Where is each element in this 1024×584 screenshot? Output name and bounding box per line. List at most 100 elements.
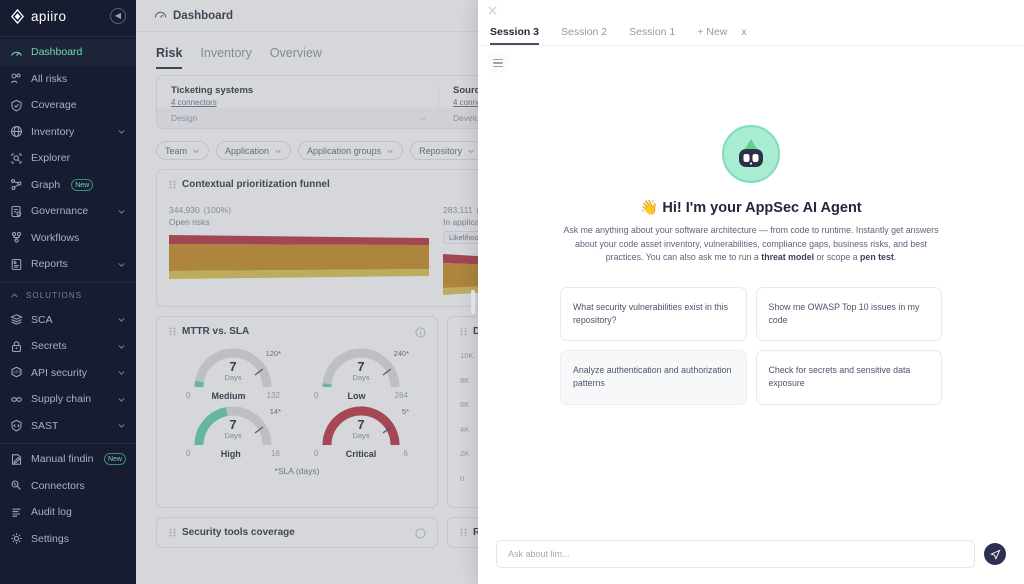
chevron-down-icon[interactable]: [117, 421, 126, 430]
sidebar-item-connectors[interactable]: Connectors: [0, 473, 136, 500]
sidebar-item-manual-findings[interactable]: Manual findings New: [0, 446, 136, 473]
graph-icon: [11, 179, 22, 191]
suggestion-card[interactable]: Check for secrets and sensitive data exp…: [755, 350, 942, 405]
tab-inventory[interactable]: Inventory: [200, 46, 252, 60]
gauge-unit: Days: [224, 431, 242, 440]
chain-icon: [11, 396, 22, 402]
suggestion-card[interactable]: Analyze authentication and authorization…: [560, 350, 747, 405]
message-input[interactable]: Ask about lim...: [496, 540, 975, 568]
robot-avatar-icon: [722, 125, 780, 183]
chevron-up-icon: [11, 293, 18, 298]
arrows-icon: ›››: [420, 113, 426, 123]
sidebar-item-label: Explorer: [31, 152, 71, 165]
connector-link[interactable]: 4 connectors: [453, 98, 499, 107]
sidebar-item-graph[interactable]: Graph New: [0, 172, 136, 199]
drag-grip-icon[interactable]: [169, 327, 176, 336]
funnel-title: Contextual prioritization funnel: [182, 179, 330, 190]
filter-application[interactable]: Application: [216, 141, 292, 160]
chevron-down-icon[interactable]: [117, 395, 126, 404]
chevron-down-icon: [468, 149, 474, 153]
sidebar-section-label: SOLUTIONS: [26, 291, 83, 300]
chevron-down-icon[interactable]: [117, 315, 126, 324]
gauge-severity: Critical: [345, 449, 377, 459]
sidebar-section-solutions[interactable]: SOLUTIONS: [0, 285, 136, 307]
chevron-down-icon[interactable]: [117, 342, 126, 351]
session-tab-session-2[interactable]: Session 2: [561, 26, 608, 38]
sidebar-item-all-risks[interactable]: All risks: [0, 66, 136, 93]
sidebar-item-sca[interactable]: SCA: [0, 307, 136, 334]
drag-grip-icon[interactable]: [169, 528, 176, 537]
svg-text:API: API: [13, 370, 20, 375]
session-tab-session-1[interactable]: Session 1: [629, 26, 676, 38]
sidebar-item-workflows[interactable]: Workflows: [0, 225, 136, 252]
panel-resize-handle[interactable]: [471, 290, 475, 314]
filter-team[interactable]: Team: [156, 141, 210, 160]
gauge-max: 6: [403, 449, 408, 458]
sidebar-item-audit-log[interactable]: Audit log: [0, 499, 136, 526]
apiiro-logo-icon: [11, 8, 24, 24]
gauge-high: 7 Days 14* 0 High 16: [169, 401, 297, 459]
sidebar-item-inventory[interactable]: Inventory: [0, 119, 136, 146]
funnel-shape: [169, 233, 429, 279]
sidebar-item-sast[interactable]: SAST: [0, 413, 136, 440]
gauge-icon: [154, 11, 167, 18]
coverage-title: Security tools coverage: [182, 527, 295, 538]
gauge-value: 7: [357, 417, 365, 432]
sidebar-item-reports[interactable]: Reports: [0, 251, 136, 278]
new-session-button[interactable]: + New: [697, 26, 728, 38]
sidebar-item-label: SCA: [31, 313, 53, 326]
hamburger-icon[interactable]: [488, 53, 508, 73]
chevron-left-icon[interactable]: ◀: [110, 8, 126, 24]
stage-item: Design ›››: [157, 108, 439, 128]
tab-overview[interactable]: Overview: [269, 46, 322, 60]
sidebar-item-dashboard[interactable]: Dashboard: [0, 39, 136, 66]
gauge-critical: 7 Days 5* 0 Critical 6: [297, 401, 425, 459]
info-icon[interactable]: [415, 528, 426, 539]
divider: [0, 281, 136, 283]
sidebar-item-settings[interactable]: Settings: [0, 526, 136, 553]
divider: [0, 36, 136, 37]
chevron-down-icon[interactable]: [117, 368, 126, 377]
ai-agent-panel: Session 3 Session 2 Session 1 + New x 👋 Hi! …: [471, 0, 1024, 584]
lock-icon: [11, 341, 22, 352]
tab-risk[interactable]: Risk: [156, 46, 183, 69]
chevron-down-icon[interactable]: [117, 127, 126, 136]
suggestion-card[interactable]: Show me OWASP Top 10 issues in my code: [755, 286, 942, 342]
globe-icon: [10, 126, 23, 138]
chevron-down-icon[interactable]: [117, 207, 126, 216]
gauge-center: 7 Days: [187, 360, 279, 382]
info-icon[interactable]: [415, 327, 426, 338]
sidebar-item-api-security[interactable]: API API security: [0, 360, 136, 387]
session-tab-session-3[interactable]: Session 3: [490, 26, 561, 45]
gauge-low: 7 Days 240* 0 Low 264: [297, 343, 425, 401]
filter-label: Repository: [419, 145, 463, 156]
agent-welcome: 👋 Hi! I'm your AppSec AI Agent Ask me an…: [478, 73, 1024, 540]
chevron-down-icon[interactable]: [117, 260, 126, 269]
brand-logo[interactable]: apiiro ◀: [0, 0, 136, 32]
drag-grip-icon[interactable]: [169, 180, 176, 189]
sidebar-item-label: Settings: [31, 532, 69, 545]
drag-grip-icon[interactable]: [460, 327, 467, 336]
filter-label: Team: [165, 145, 188, 156]
composer: Ask about lim...: [478, 540, 1024, 584]
gauge-severity: High: [220, 449, 241, 459]
edit-doc-icon: [11, 454, 22, 465]
sidebar-item-governance[interactable]: Governance: [0, 198, 136, 225]
connector-link[interactable]: 4 connectors: [171, 98, 217, 107]
close-icon[interactable]: [487, 5, 498, 16]
sidebar-item-coverage[interactable]: Coverage: [0, 92, 136, 119]
drag-grip-icon[interactable]: [460, 528, 467, 537]
gauge-sla-label: 14*: [269, 407, 281, 416]
suggestion-card[interactable]: What security vulnerabilities exist in t…: [560, 286, 747, 342]
sidebar-item-secrets[interactable]: Secrets: [0, 333, 136, 360]
filter-application-groups[interactable]: Application groups: [298, 141, 404, 160]
sidebar-item-supply-chain[interactable]: Supply chain: [0, 386, 136, 413]
chevron-down-icon: [387, 149, 393, 153]
close-session-button[interactable]: x: [741, 26, 747, 38]
sidebar-item-explorer[interactable]: Explorer: [0, 145, 136, 172]
send-icon[interactable]: [984, 543, 1006, 565]
sidebar-item-label: Secrets: [31, 340, 67, 353]
y-axis-ticks: 10K 8K 6K 4K 2K 0: [460, 351, 991, 498]
gauge-icon: [11, 51, 22, 56]
